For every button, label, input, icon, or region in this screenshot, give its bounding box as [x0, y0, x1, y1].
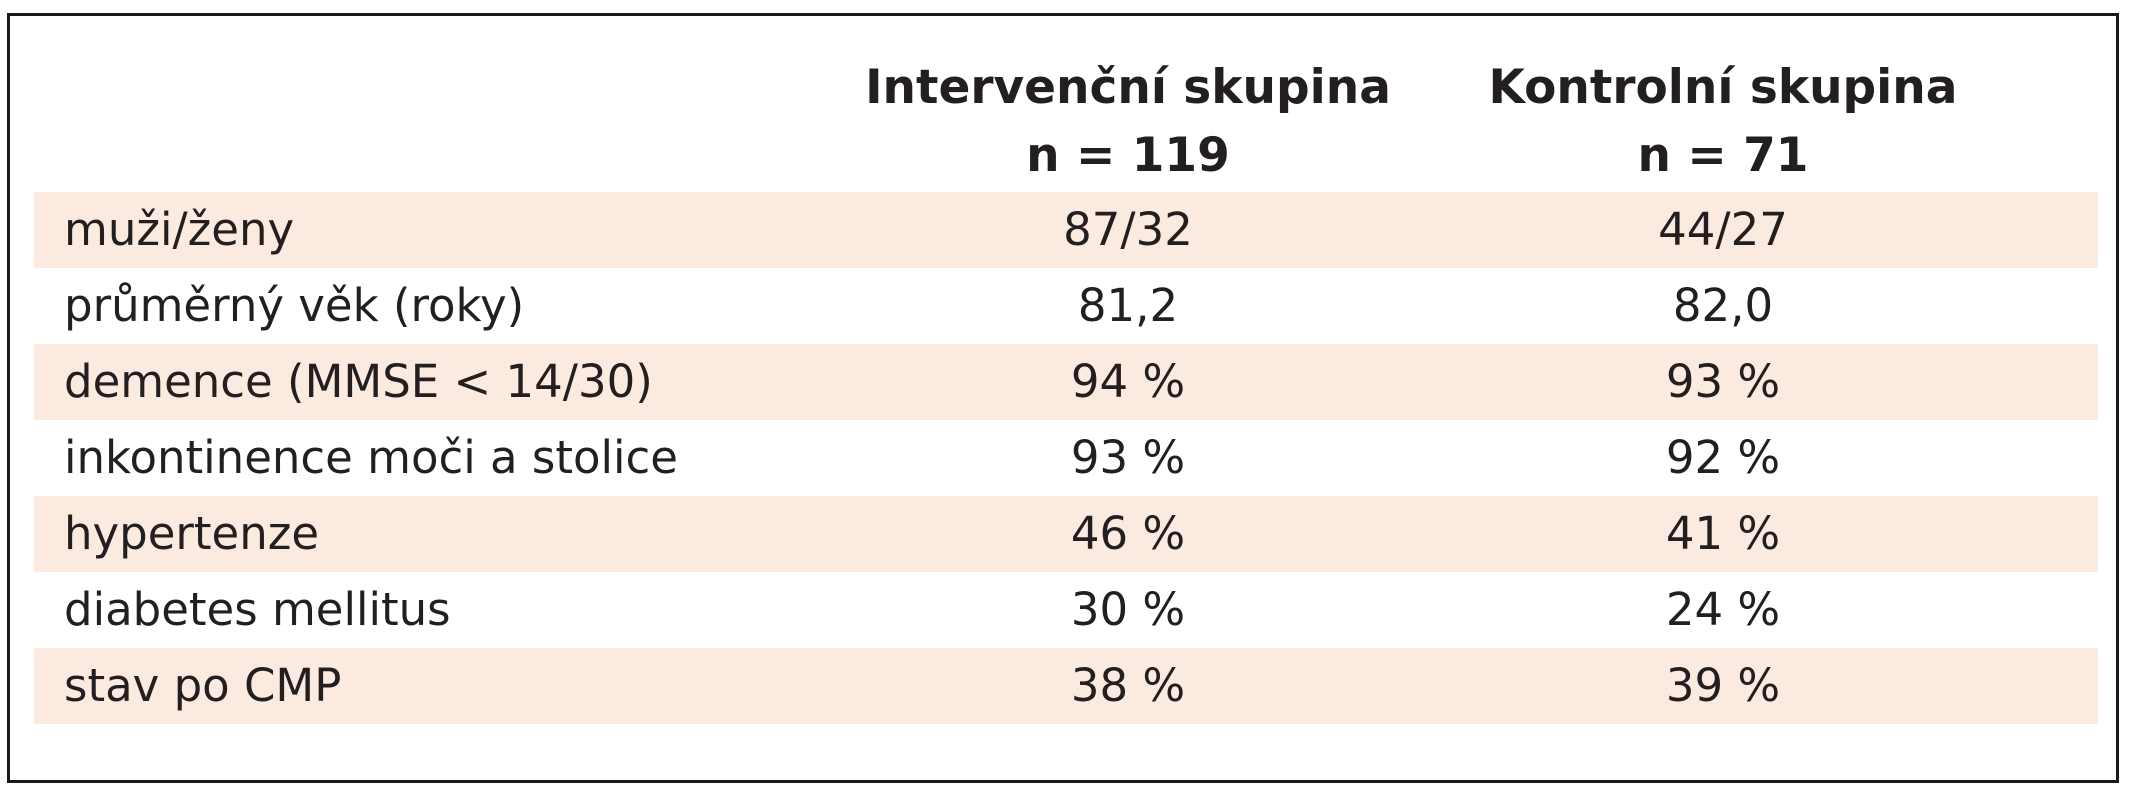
intervention-value: 30 %: [1070, 583, 1186, 636]
table-row: hypertenze 46 % 41 %: [34, 496, 2098, 572]
column-header-control: Kontrolní skupina n = 71: [1403, 54, 2043, 190]
table-body: muži/ženy 87/32 44/27 průměrný věk (roky…: [34, 192, 2098, 724]
table-row: stav po CMP 38 % 39 %: [34, 648, 2098, 724]
control-value: 44/27: [1658, 203, 1788, 256]
column-count-control: n = 71: [1637, 128, 1809, 183]
row-label: inkontinence moči a stolice: [64, 431, 678, 484]
intervention-value: 38 %: [1070, 659, 1186, 712]
control-value: 92 %: [1665, 431, 1781, 484]
table-header: Intervenční skupina n = 119 Kontrolní sk…: [10, 16, 2116, 192]
table-frame: Intervenční skupina n = 119 Kontrolní sk…: [7, 13, 2119, 783]
table-row: inkontinence moči a stolice 93 % 92 %: [34, 420, 2098, 496]
table-row: muži/ženy 87/32 44/27: [34, 192, 2098, 268]
intervention-value: 93 %: [1070, 431, 1186, 484]
table-row: diabetes mellitus 30 % 24 %: [34, 572, 2098, 648]
row-label: diabetes mellitus: [64, 583, 451, 636]
column-header-intervention: Intervenční skupina n = 119: [808, 54, 1448, 190]
control-value: 93 %: [1665, 355, 1781, 408]
control-value: 41 %: [1665, 507, 1781, 560]
intervention-value: 46 %: [1070, 507, 1186, 560]
control-value: 82,0: [1672, 279, 1774, 332]
column-count-intervention: n = 119: [1026, 128, 1230, 183]
column-title-intervention: Intervenční skupina: [865, 60, 1391, 115]
row-label: muži/ženy: [64, 203, 295, 256]
row-label: průměrný věk (roky): [64, 279, 525, 332]
row-label: demence (MMSE < 14/30): [64, 355, 653, 408]
column-title-control: Kontrolní skupina: [1488, 60, 1958, 115]
table-row: demence (MMSE < 14/30) 94 % 93 %: [34, 344, 2098, 420]
row-label: stav po CMP: [64, 659, 342, 712]
control-value: 24 %: [1665, 583, 1781, 636]
intervention-value: 94 %: [1070, 355, 1186, 408]
table-row: průměrný věk (roky) 81,2 82,0: [34, 268, 2098, 344]
control-value: 39 %: [1665, 659, 1781, 712]
intervention-value: 87/32: [1063, 203, 1193, 256]
row-label: hypertenze: [64, 507, 320, 560]
intervention-value: 81,2: [1077, 279, 1179, 332]
